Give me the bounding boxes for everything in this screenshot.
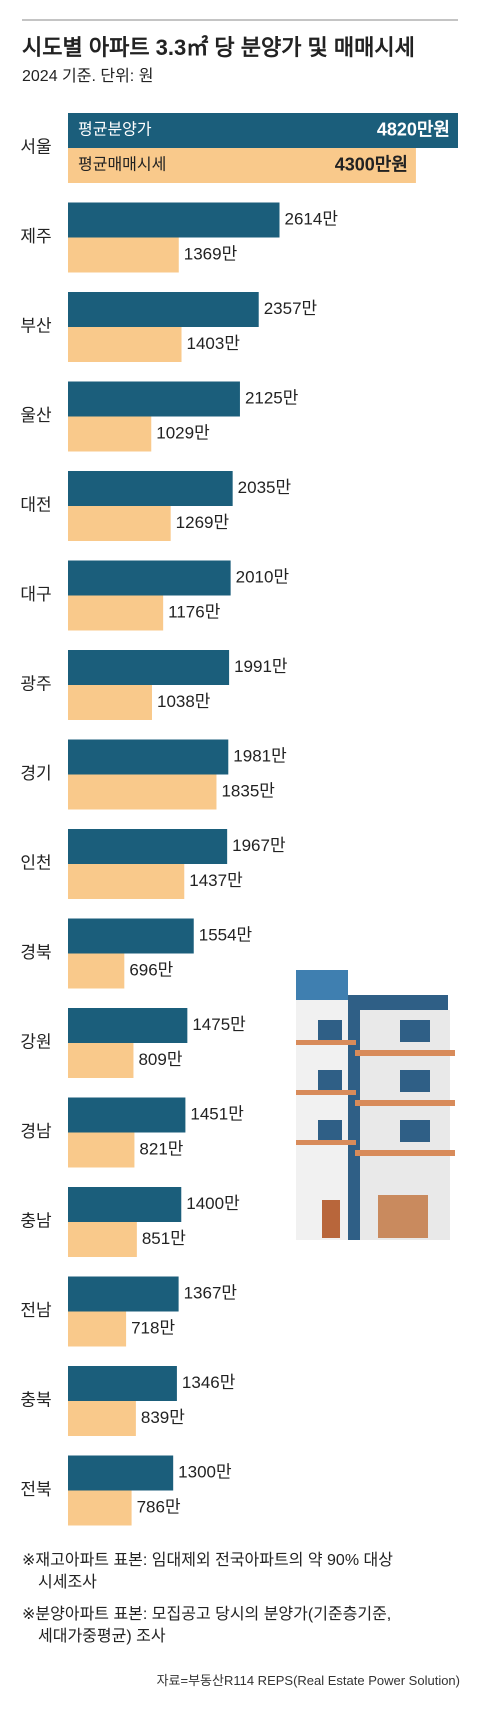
value-label: 821만 <box>139 1139 183 1158</box>
category-label: 전북 <box>20 1480 51 1499</box>
value-label: 1038만 <box>157 692 211 711</box>
bar <box>68 327 182 362</box>
bar <box>68 595 164 631</box>
value-label: 2614만 <box>285 209 339 228</box>
value-label: 1369만 <box>184 244 238 263</box>
building-illustration <box>296 970 455 1240</box>
bar <box>68 739 229 775</box>
value-label: 2357만 <box>264 299 318 318</box>
value-label: 2035만 <box>238 478 292 497</box>
bar <box>68 560 231 596</box>
bar <box>68 1276 179 1312</box>
value-label: 1269만 <box>176 513 230 532</box>
value-label: 718만 <box>131 1318 175 1337</box>
bar <box>68 471 233 506</box>
value-label: 1981만 <box>233 746 287 765</box>
bar <box>68 650 230 685</box>
source: 자료=부동산R114 REPS(Real Estate Power Soluti… <box>156 1673 460 1688</box>
note-line: 세대가중평균) 조사 <box>38 1628 166 1645</box>
category-label: 전남 <box>20 1301 52 1320</box>
bar <box>68 1132 135 1168</box>
bar <box>68 918 194 954</box>
category-label: 강원 <box>20 1032 51 1051</box>
bar <box>68 1097 186 1133</box>
value-label: 1403만 <box>187 334 241 353</box>
category-label: 제주 <box>20 227 51 246</box>
bar <box>68 381 240 417</box>
category-label: 경기 <box>20 764 51 783</box>
category-label: 대전 <box>20 495 51 514</box>
bar <box>68 864 185 899</box>
bar <box>68 292 259 327</box>
value-label: 1475만 <box>192 1015 246 1034</box>
bar <box>68 1311 127 1347</box>
category-label: 충남 <box>20 1211 52 1230</box>
bar <box>68 148 416 183</box>
value-label: 1300만 <box>178 1462 232 1481</box>
category-label: 울산 <box>20 406 52 425</box>
value-label: 809만 <box>138 1050 182 1069</box>
bar <box>68 685 152 720</box>
value-label: 1176만 <box>168 602 221 621</box>
value-label: 839만 <box>141 1408 185 1427</box>
category-label: 광주 <box>20 674 51 693</box>
value-label: 1400만 <box>186 1194 240 1213</box>
legend-label: 평균분양가 <box>78 121 152 139</box>
value-label: 1346만 <box>182 1373 236 1392</box>
bar <box>68 1008 188 1043</box>
value-label: 1554만 <box>199 925 253 944</box>
note-line: ※분양아파트 표본: 모집공고 당시의 분양가(기준층기준, <box>22 1606 392 1623</box>
value-label: 2010만 <box>236 567 290 586</box>
chart-title: 시도별 아파트 3.3㎡ 당 분양가 및 매매시세 <box>22 35 415 60</box>
value-label: 1967만 <box>232 836 286 855</box>
value-label: 696만 <box>129 960 173 979</box>
bar <box>68 1490 132 1526</box>
note: ※분양아파트 표본: 모집공고 당시의 분양가(기준층기준, 세대가중평균) 조사 <box>22 1604 462 1648</box>
category-label: 서울 <box>20 137 51 156</box>
value-label: 1029만 <box>156 423 210 442</box>
value-label: 4300만원 <box>335 154 408 174</box>
value-label: 1835만 <box>221 781 275 800</box>
bar <box>68 237 179 273</box>
category-label: 인천 <box>20 853 51 872</box>
bar <box>68 1222 137 1257</box>
note-line: ※재고아파트 표본: 임대제외 전국아파트의 약 90% 대상 <box>22 1552 393 1569</box>
category-label: 부산 <box>20 316 52 335</box>
value-label: 4820만원 <box>377 119 450 139</box>
value-label: 851만 <box>142 1229 186 1248</box>
bar <box>68 1366 177 1401</box>
value-label: 1367만 <box>184 1283 238 1302</box>
category-label: 경남 <box>20 1122 52 1141</box>
category-label: 대구 <box>20 585 51 604</box>
bar <box>68 1401 136 1436</box>
bar <box>68 416 152 452</box>
value-label: 2125만 <box>245 388 299 407</box>
category-label: 경북 <box>20 943 51 962</box>
bar <box>68 1043 134 1078</box>
bar <box>68 506 171 541</box>
bar <box>68 829 228 864</box>
bar <box>68 953 125 989</box>
value-label: 786만 <box>137 1497 181 1516</box>
chart-subtitle: 2024 기준. 단위: 원 <box>22 67 153 85</box>
value-label: 1437만 <box>189 871 243 890</box>
bar <box>68 1455 174 1491</box>
note-line: 시세조사 <box>38 1574 97 1591</box>
bar <box>68 774 217 810</box>
category-label: 충북 <box>20 1390 51 1409</box>
bar <box>68 113 458 148</box>
bar <box>68 202 280 238</box>
value-label: 1451만 <box>190 1104 244 1123</box>
value-label: 1991만 <box>234 657 288 676</box>
bar <box>68 1187 182 1222</box>
legend-label: 평균매매시세 <box>78 156 166 174</box>
